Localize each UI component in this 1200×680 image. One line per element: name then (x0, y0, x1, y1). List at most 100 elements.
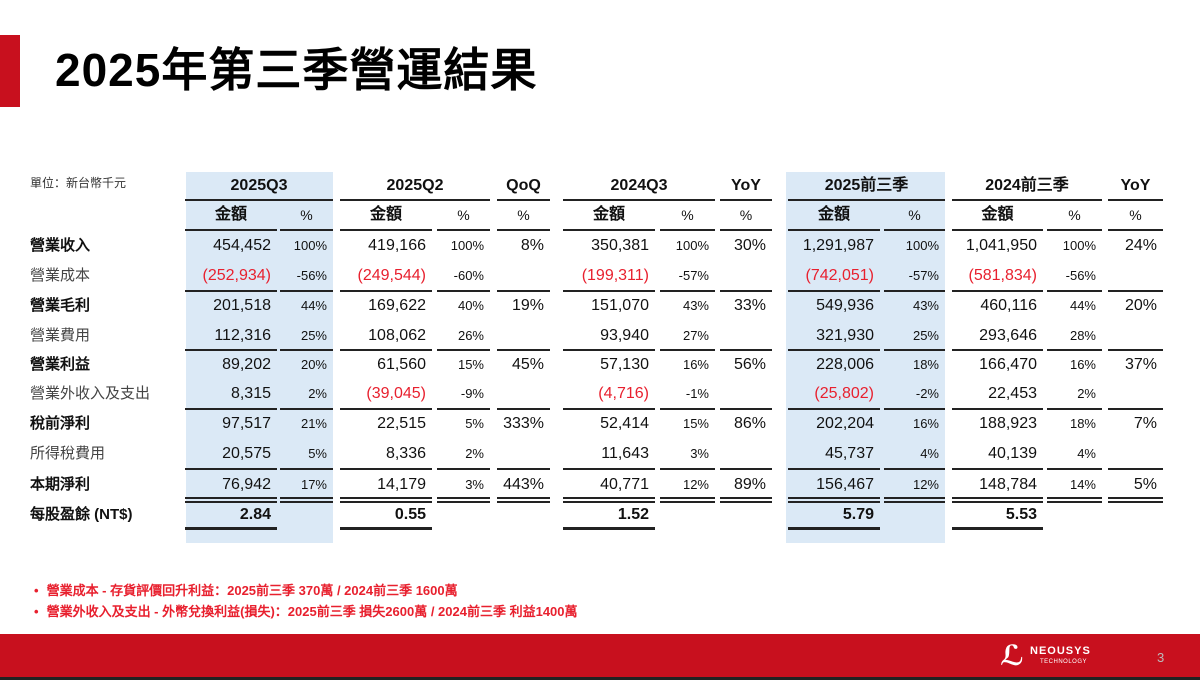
amount-cell: 89,202 (222, 356, 271, 373)
amount-cell: 52,414 (600, 415, 649, 432)
row-divider (563, 290, 655, 292)
highlight-2025q3 (186, 172, 333, 543)
row-divider (720, 468, 772, 470)
percent-cell: 30% (733, 237, 766, 254)
subheader-divider (952, 229, 1043, 231)
row-divider (437, 290, 490, 292)
double-underline (952, 501, 1043, 503)
percent-cell: 43% (682, 298, 709, 313)
double-underline (340, 497, 432, 499)
amount-cell: 40,139 (988, 445, 1037, 462)
column-subheader: % (1068, 207, 1081, 223)
amount-cell: 151,070 (591, 297, 649, 314)
percent-cell: 8% (520, 237, 544, 254)
logo-subtext: TECHNOLOGY (1040, 659, 1088, 665)
percent-cell: 25% (912, 328, 939, 343)
page-title: 2025年第三季營運結果 (55, 44, 538, 96)
row-divider (340, 349, 432, 351)
row-divider (280, 408, 333, 410)
row-label: 本期淨利 (30, 476, 91, 493)
percent-cell: 3% (690, 446, 709, 461)
double-underline (185, 497, 277, 499)
amount-cell: 321,930 (816, 327, 874, 344)
amount-cell: 293,646 (979, 327, 1037, 344)
percent-cell: 44% (1069, 298, 1096, 313)
double-underline (437, 497, 490, 499)
header-divider (788, 199, 945, 201)
percent-cell: 5% (1133, 476, 1157, 493)
row-divider (437, 468, 490, 470)
amount-cell: 0.55 (394, 506, 426, 523)
amount-cell: (25,802) (814, 385, 874, 402)
row-divider (280, 290, 333, 292)
row-divider (660, 290, 715, 292)
amount-cell: 8,315 (230, 385, 271, 402)
double-underline (1108, 501, 1163, 503)
percent-cell: 33% (733, 297, 766, 314)
percent-cell: 100% (905, 238, 939, 253)
row-divider (952, 349, 1043, 351)
row-divider (340, 408, 432, 410)
eps-underline (340, 527, 432, 530)
double-underline (497, 497, 550, 499)
header-divider (952, 199, 1102, 201)
percent-cell: 333% (503, 415, 544, 432)
subheader-divider (340, 229, 432, 231)
row-divider (788, 349, 880, 351)
eps-underline (952, 527, 1043, 530)
row-divider (185, 408, 277, 410)
double-underline (660, 497, 715, 499)
amount-cell: 5.79 (842, 506, 874, 523)
percent-cell: 15% (682, 416, 709, 431)
amount-cell: 169,622 (368, 297, 426, 314)
header-divider (1108, 199, 1163, 201)
row-divider (952, 290, 1043, 292)
footer-edge (0, 677, 1200, 680)
column-subheader: % (300, 207, 313, 223)
column-group-header: 2025Q2 (386, 177, 444, 194)
amount-cell: 454,452 (213, 237, 271, 254)
amount-cell: (581,834) (968, 267, 1038, 284)
header-divider (720, 199, 772, 201)
header-divider (497, 199, 550, 201)
row-label: 營業成本 (30, 267, 91, 284)
percent-cell: 2% (465, 446, 484, 461)
row-divider (185, 468, 277, 470)
subheader-divider (280, 229, 333, 231)
double-underline (884, 501, 945, 503)
logo-text: NEOUSYS (1030, 645, 1091, 657)
row-divider (280, 349, 333, 351)
amount-cell: 1.52 (617, 506, 649, 523)
row-divider (788, 290, 880, 292)
column-group-header: QoQ (506, 177, 541, 194)
column-group-header: 2025前三季 (824, 177, 909, 194)
percent-cell: 17% (300, 477, 327, 492)
amount-cell: 228,006 (816, 356, 874, 373)
neousys-logo: ℒ NEOUSYS TECHNOLOGY (1000, 641, 1100, 671)
row-divider (788, 408, 880, 410)
column-subheader: % (739, 207, 753, 223)
row-divider (340, 468, 432, 470)
subheader-divider (1108, 229, 1163, 231)
subheader-divider (563, 229, 655, 231)
amount-cell: 460,116 (980, 297, 1037, 314)
double-underline (437, 501, 490, 503)
amount-cell: 22,453 (988, 385, 1037, 402)
amount-cell: 76,942 (222, 476, 271, 493)
column-subheader: 金額 (592, 206, 625, 223)
percent-cell: 18% (912, 357, 939, 372)
column-subheader: 金額 (817, 206, 850, 223)
percent-cell: 5% (308, 446, 327, 461)
percent-cell: 12% (912, 477, 939, 492)
amount-cell: 108,062 (368, 327, 426, 344)
row-divider (660, 408, 715, 410)
column-group-header: 2024前三季 (985, 177, 1069, 194)
percent-cell: 43% (912, 298, 939, 313)
row-label: 營業費用 (30, 327, 91, 344)
row-divider (660, 468, 715, 470)
amount-cell: 20,575 (222, 445, 271, 462)
subheader-divider (788, 229, 880, 231)
percent-cell: -56% (1065, 268, 1096, 283)
double-underline (563, 497, 655, 499)
row-divider (185, 290, 277, 292)
